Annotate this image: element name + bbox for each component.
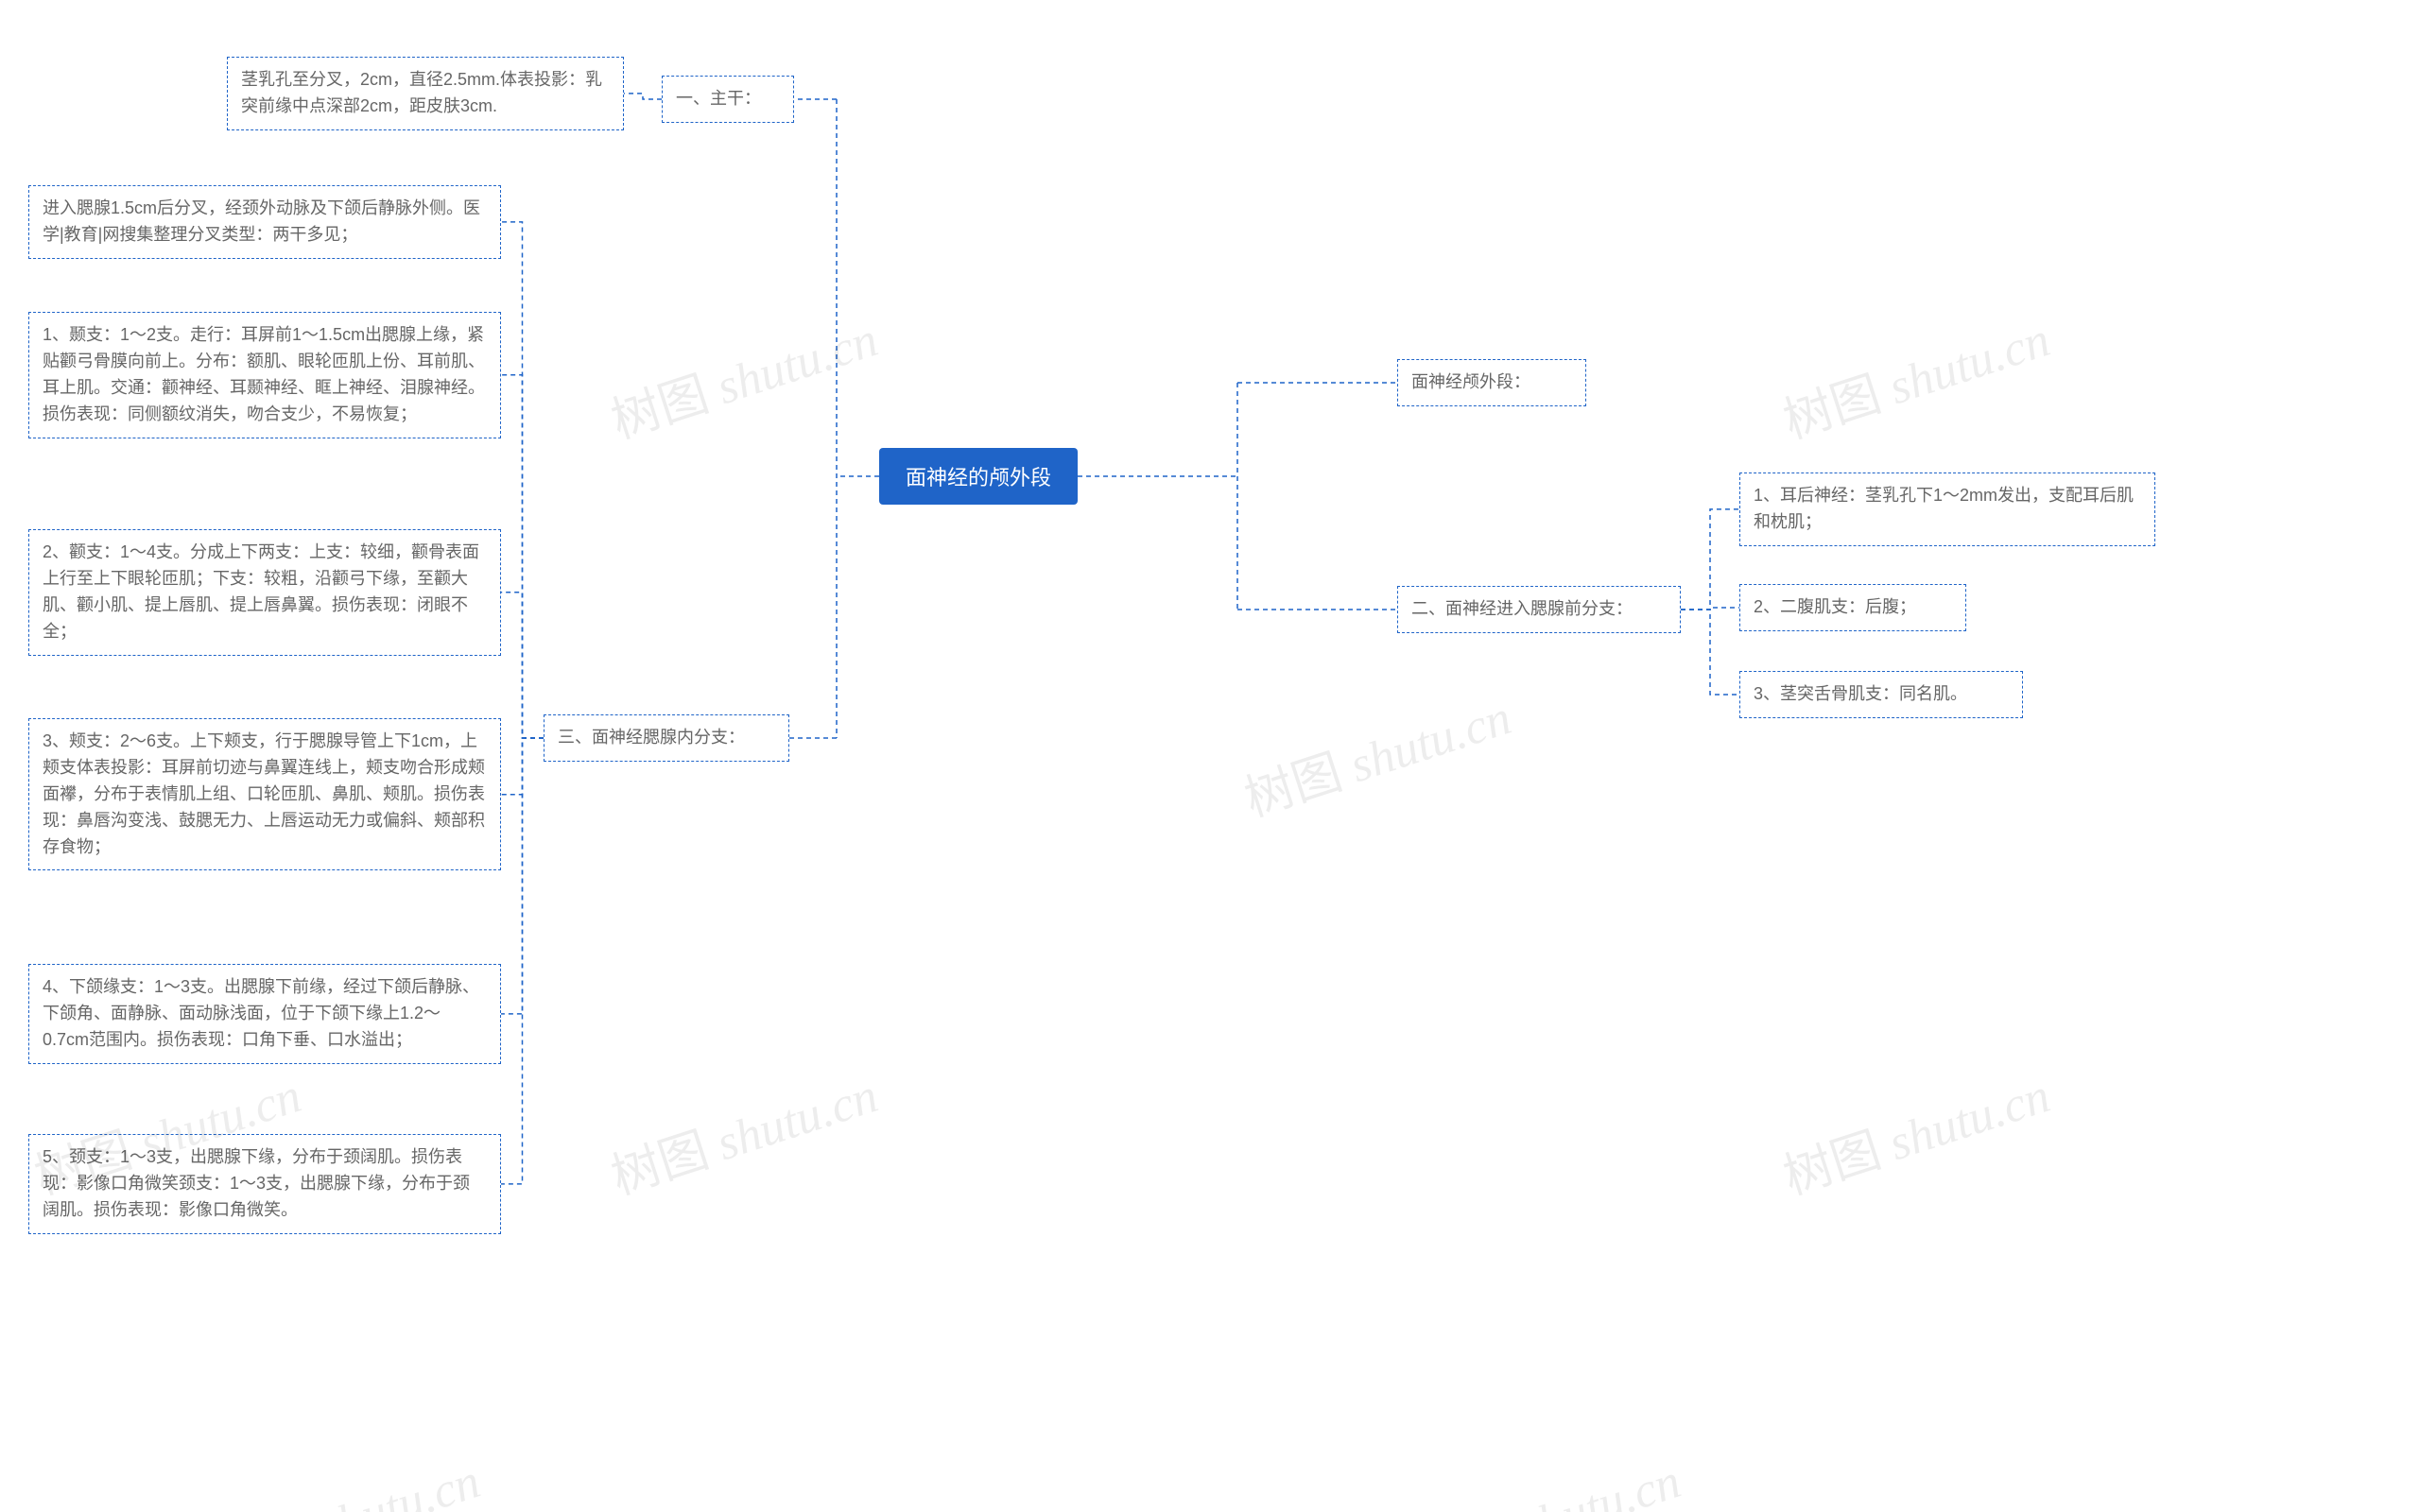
- node-r2c: 3、茎突舌骨肌支：同名肌。: [1739, 671, 2023, 718]
- node-l1a: 茎乳孔至分叉，2cm，直径2.5mm.体表投影：乳突前缘中点深部2cm，距皮肤3…: [227, 57, 624, 130]
- node-r2a: 1、耳后神经：茎乳孔下1～2mm发出，支配耳后肌和枕肌；: [1739, 472, 2155, 546]
- node-l3c: 2、颧支：1～4支。分成上下两支：上支：较细，颧骨表面上行至上下眼轮匝肌；下支：…: [28, 529, 501, 656]
- node-l3a: 进入腮腺1.5cm后分叉，经颈外动脉及下颌后静脉外侧。医学|教育|网搜集整理分叉…: [28, 185, 501, 259]
- node-l3: 三、面神经腮腺内分支：: [544, 714, 789, 762]
- node-l3e: 4、下颌缘支：1～3支。出腮腺下前缘，经过下颌后静脉、下颌角、面静脉、面动脉浅面…: [28, 964, 501, 1064]
- node-l3d: 3、颊支：2～6支。上下颊支，行于腮腺导管上下1cm，上颊支体表投影：耳屏前切迹…: [28, 718, 501, 870]
- diagram-canvas: 面神经的颅外段 面神经颅外段： 二、面神经进入腮腺前分支： 1、耳后神经：茎乳孔…: [0, 0, 2420, 1512]
- node-r1: 面神经颅外段：: [1397, 359, 1586, 406]
- node-r2: 二、面神经进入腮腺前分支：: [1397, 586, 1681, 633]
- node-l3f: 5、颈支：1～3支，出腮腺下缘，分布于颈阔肌。损伤表现：影像口角微笑颈支：1～3…: [28, 1134, 501, 1234]
- root-node: 面神经的颅外段: [879, 448, 1078, 505]
- node-r2b: 2、二腹肌支：后腹；: [1739, 584, 1966, 631]
- node-l3b: 1、颞支：1～2支。走行：耳屏前1～1.5cm出腮腺上缘，紧贴颧弓骨膜向前上。分…: [28, 312, 501, 438]
- node-l1: 一、主干：: [662, 76, 794, 123]
